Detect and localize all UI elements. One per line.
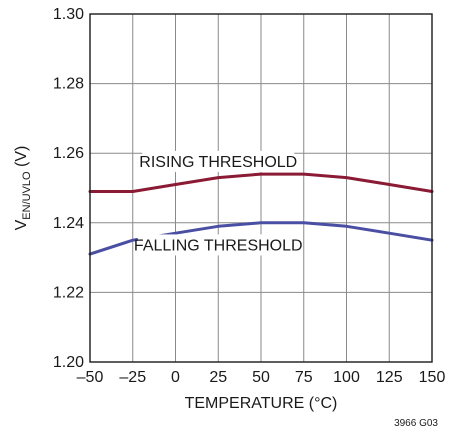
rising-threshold-line	[88, 172, 434, 193]
y-tick-label: 1.20	[53, 354, 84, 371]
y-axis-title-prefix: V	[13, 219, 30, 230]
y-axis-title-subscript: EN/UVLO	[21, 171, 33, 220]
y-axis-title-suffix: (V)	[13, 146, 30, 172]
series-annotations: RISING THRESHOLD FALLING THRESHOLD	[134, 150, 303, 256]
y-tick-label: 1.22	[53, 284, 84, 301]
y-tick-label: 1.28	[53, 76, 84, 93]
falling-threshold-label-bg	[137, 234, 299, 256]
y-tick-label: 1.30	[53, 6, 84, 23]
figure-id: 3966 G03	[394, 418, 438, 429]
x-tick-label: 0	[171, 369, 180, 386]
x-tick-label: 125	[376, 369, 403, 386]
x-tick-label: 100	[333, 369, 360, 386]
x-tick-label: –25	[119, 369, 146, 386]
x-tick-label: 75	[295, 369, 313, 386]
plot-frame	[89, 13, 433, 363]
x-tick-label: 25	[209, 369, 227, 386]
y-tick-label: 1.26	[53, 145, 84, 162]
falling-threshold-label: FALLING THRESHOLD	[134, 237, 303, 254]
rising-threshold-label: RISING THRESHOLD	[139, 154, 297, 171]
y-tick-label: 1.24	[53, 215, 84, 232]
x-tick-label: 150	[419, 369, 446, 386]
y-axis-title: VEN/UVLO (V)	[13, 146, 33, 231]
grid	[89, 13, 433, 363]
x-tick-label: –50	[77, 369, 104, 386]
x-axis-title: TEMPERATURE (°C)	[185, 395, 338, 412]
rising-threshold-label-bg	[142, 150, 295, 172]
x-tick-label: 50	[252, 369, 270, 386]
x-tick-labels: –50 –25 0 25 50 75 100 125 150	[77, 369, 446, 386]
y-tick-labels: 1.20 1.22 1.24 1.26 1.28 1.30	[53, 6, 84, 371]
